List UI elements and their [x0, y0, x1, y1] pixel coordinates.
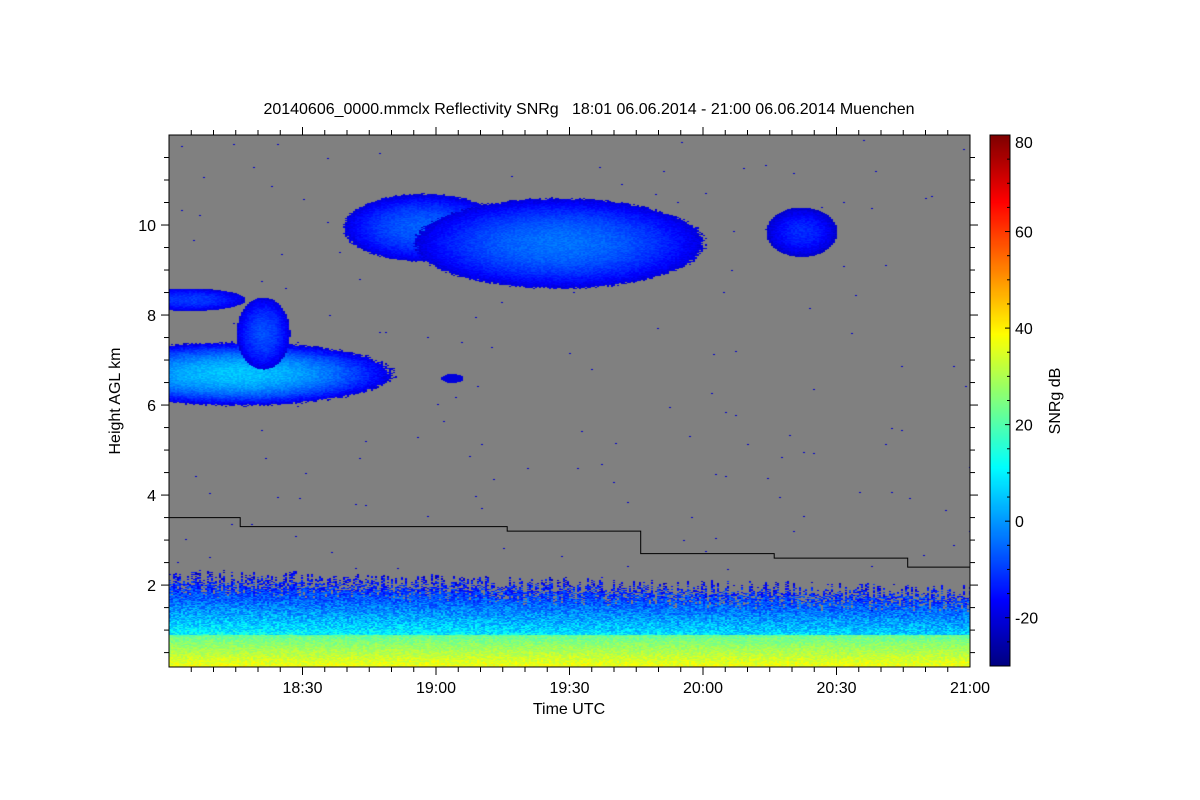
colorbar-label: SNRg dB — [1047, 368, 1064, 435]
colorbar-tick-label: 0 — [1015, 514, 1024, 531]
colorbar-canvas — [990, 135, 1010, 666]
threshold-line-path — [169, 517, 970, 568]
threshold-line — [169, 517, 970, 568]
x-tick-label: 19:30 — [549, 680, 589, 697]
y-tick-label: 8 — [147, 308, 156, 325]
x-tick-label: 19:00 — [416, 680, 456, 697]
x-tick-label: 20:00 — [683, 680, 723, 697]
y-tick-label: 10 — [138, 218, 156, 235]
x-tick-label: 18:30 — [282, 680, 322, 697]
colorbar-ticks: -20 0 20 40 60 80 — [1005, 134, 1038, 643]
heatmap-canvas — [169, 135, 970, 667]
y-tick-label: 4 — [147, 488, 156, 505]
x-axis-label: Time UTC — [533, 701, 605, 718]
x-tick-labels: 18:30 19:00 19:30 20:00 20:30 21:00 — [282, 680, 990, 697]
y-tick-labels: 2 4 6 8 10 — [138, 218, 156, 595]
axis-ticks — [161, 127, 978, 675]
y-tick-label: 6 — [147, 398, 156, 415]
colorbar-tick-label: 60 — [1015, 225, 1033, 242]
colorbar — [990, 135, 1010, 666]
y-axis-label: Height AGL km — [107, 347, 124, 454]
colorbar-tick-label: 40 — [1015, 321, 1033, 338]
colorbar-tick-label: -20 — [1015, 611, 1038, 628]
heatmap-area — [169, 135, 970, 667]
chart-title: 20140606_0000.mmclx Reflectivity SNRg 18… — [263, 101, 914, 118]
y-tick-label: 2 — [147, 578, 156, 595]
x-tick-label: 20:30 — [816, 680, 856, 697]
colorbar-tick-label: 20 — [1015, 418, 1033, 435]
x-tick-label: 21:00 — [950, 680, 990, 697]
colorbar-tick-label: 80 — [1015, 135, 1033, 152]
